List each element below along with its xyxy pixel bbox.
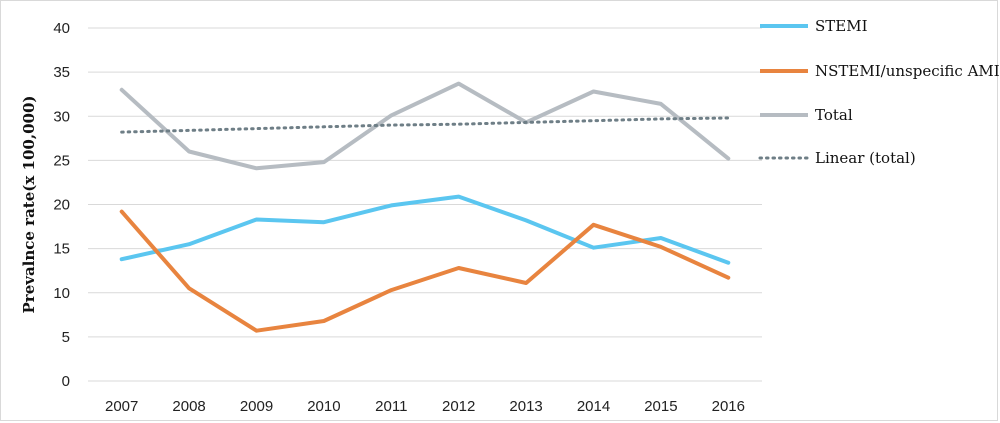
y-tick-label: 5: [62, 329, 70, 346]
x-tick-label: 2016: [712, 398, 745, 415]
y-tick-label: 30: [53, 108, 70, 125]
x-tick-label: 2012: [442, 398, 475, 415]
x-axis-ticks: 2007 2008 2009 2010 2011 2012 2013 2014 2015 2016: [105, 398, 745, 415]
series-line-nstemi-unspecific-ami: [119, 209, 731, 333]
legend: STEMI NSTEMI/unspecific AMI Total Linear (t…: [758, 17, 1000, 167]
series-lines: [119, 81, 731, 333]
x-tick-label: 2015: [644, 398, 677, 415]
series-line-stemi: [119, 194, 731, 265]
series-line-total: [119, 81, 731, 171]
legend-label: NSTEMI/unspecific AMI: [815, 62, 1000, 80]
grid-lines: [88, 27, 762, 382]
y-axis-ticks: 0 5 10 15 20 25 30 35 40: [53, 20, 70, 390]
y-axis-label: Prevalnce rate(x 100,000): [20, 96, 38, 314]
y-tick-label: 25: [53, 152, 70, 169]
x-tick-label: 2009: [240, 398, 273, 415]
y-tick-label: 0: [62, 373, 70, 390]
series-line-linear-total: [120, 116, 730, 134]
x-tick-label: 2008: [172, 398, 205, 415]
x-tick-label: 2014: [577, 398, 610, 415]
legend-label: Total: [815, 106, 853, 124]
x-tick-label: 2007: [105, 398, 138, 415]
x-tick-label: 2010: [307, 398, 340, 415]
y-tick-label: 20: [53, 197, 70, 214]
x-tick-label: 2013: [509, 398, 542, 415]
x-tick-label: 2011: [375, 398, 407, 415]
y-tick-label: 10: [53, 285, 70, 302]
y-tick-label: 15: [53, 241, 70, 258]
legend-label: STEMI: [815, 17, 868, 35]
y-tick-label: 40: [53, 20, 70, 37]
y-tick-label: 35: [53, 64, 70, 81]
legend-label: Linear (total): [815, 149, 916, 167]
